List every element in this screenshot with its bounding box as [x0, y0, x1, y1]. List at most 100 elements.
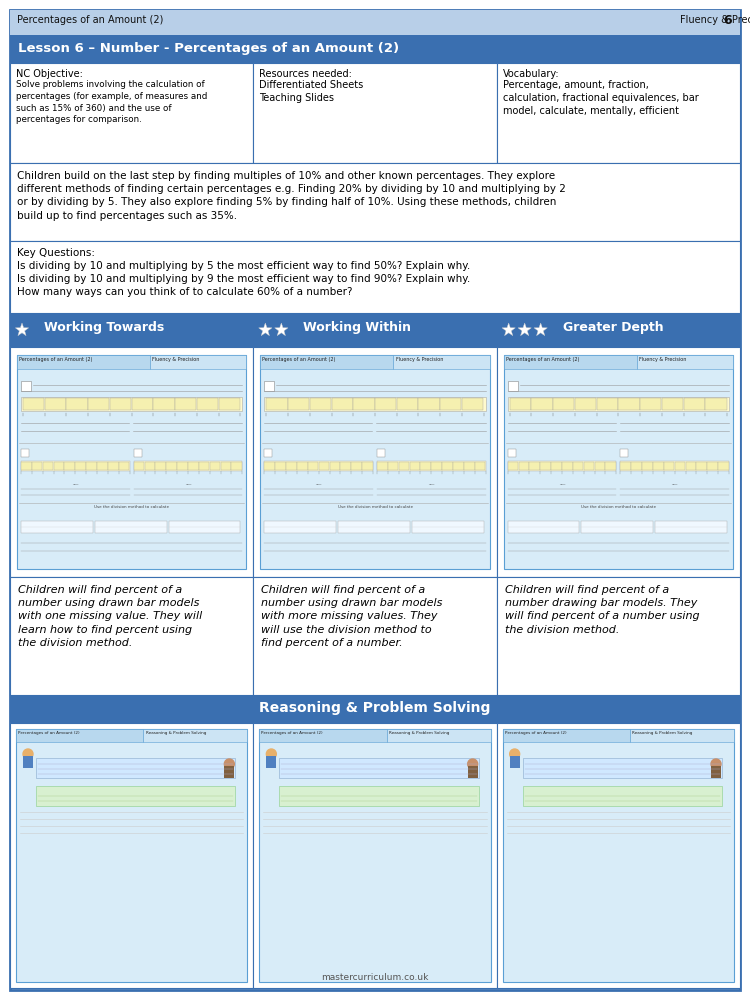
- Text: Percentages of an Amount (2): Percentages of an Amount (2): [505, 731, 566, 735]
- Bar: [510, 756, 520, 768]
- Bar: [656, 521, 727, 533]
- Text: Lesson 6 – Number - Percentages of an Amount (2): Lesson 6 – Number - Percentages of an Am…: [18, 42, 399, 55]
- Bar: [36, 786, 236, 806]
- Bar: [264, 449, 272, 457]
- Text: Reasoning & Problem Solving: Reasoning & Problem Solving: [260, 701, 490, 715]
- Bar: [17, 355, 150, 369]
- Bar: [169, 521, 240, 533]
- Text: Percentages of an Amount (2): Percentages of an Amount (2): [506, 357, 579, 362]
- Text: Reasoning & Problem Solving: Reasoning & Problem Solving: [146, 731, 206, 735]
- Bar: [508, 462, 518, 470]
- Bar: [97, 462, 108, 470]
- Bar: [260, 729, 386, 742]
- Bar: [10, 347, 254, 577]
- Circle shape: [23, 749, 33, 759]
- Bar: [718, 462, 729, 470]
- Bar: [504, 355, 733, 569]
- Bar: [464, 462, 475, 470]
- Bar: [508, 449, 516, 457]
- Text: Children build on the last step by finding multiples of 10% and other known perc: Children build on the last step by findi…: [17, 171, 566, 221]
- Bar: [637, 355, 733, 369]
- Bar: [21, 381, 31, 391]
- Bar: [21, 521, 93, 533]
- Bar: [264, 397, 486, 411]
- Bar: [10, 35, 740, 63]
- Circle shape: [224, 759, 234, 769]
- Bar: [620, 461, 729, 471]
- Bar: [23, 756, 33, 768]
- Text: ___: ___: [184, 481, 191, 485]
- Bar: [266, 398, 287, 410]
- Text: Use the division method to calculate: Use the division method to calculate: [94, 505, 170, 509]
- Bar: [64, 462, 75, 470]
- Bar: [16, 729, 143, 742]
- Bar: [94, 521, 166, 533]
- Polygon shape: [15, 323, 28, 336]
- Text: Working Towards: Working Towards: [44, 321, 164, 334]
- Text: Children will find percent of a
number using drawn bar models
with one missing v: Children will find percent of a number u…: [18, 585, 203, 648]
- Polygon shape: [518, 323, 531, 336]
- Bar: [711, 766, 721, 778]
- Bar: [10, 163, 740, 241]
- Bar: [573, 462, 584, 470]
- Bar: [45, 398, 66, 410]
- Bar: [496, 63, 740, 163]
- Bar: [134, 462, 144, 470]
- Bar: [462, 398, 483, 410]
- Bar: [595, 462, 605, 470]
- Bar: [510, 398, 531, 410]
- Bar: [468, 766, 478, 778]
- Bar: [21, 461, 130, 471]
- Bar: [410, 462, 420, 470]
- Text: Fluency & Precision: Fluency & Precision: [152, 357, 200, 362]
- Bar: [496, 577, 740, 695]
- Bar: [176, 398, 196, 410]
- Text: Is dividing by 10 and multiplying by 5 the most efficient way to find 50%? Expla: Is dividing by 10 and multiplying by 5 t…: [17, 261, 470, 297]
- Bar: [662, 398, 683, 410]
- Text: Reasoning & Problem Solving: Reasoning & Problem Solving: [389, 731, 449, 735]
- Bar: [399, 462, 410, 470]
- Text: Percentages of an Amount (2): Percentages of an Amount (2): [17, 15, 164, 25]
- Bar: [705, 398, 727, 410]
- Bar: [21, 462, 32, 470]
- Text: ___: ___: [316, 481, 322, 485]
- Bar: [36, 758, 236, 778]
- Bar: [675, 462, 686, 470]
- Bar: [503, 729, 630, 742]
- Bar: [264, 461, 373, 471]
- Bar: [134, 449, 142, 457]
- Bar: [199, 462, 209, 470]
- Bar: [362, 462, 373, 470]
- Text: Percentages of an Amount (2): Percentages of an Amount (2): [19, 357, 92, 362]
- Bar: [653, 462, 664, 470]
- Text: Fluency & Precision: Fluency & Precision: [680, 15, 750, 25]
- Text: ___: ___: [671, 481, 678, 485]
- Bar: [351, 462, 361, 470]
- Bar: [596, 398, 618, 410]
- Text: NC Objective:: NC Objective:: [16, 69, 82, 79]
- Bar: [421, 462, 431, 470]
- Bar: [605, 462, 616, 470]
- Bar: [264, 521, 336, 533]
- Bar: [275, 462, 286, 470]
- Bar: [518, 462, 529, 470]
- Bar: [286, 462, 297, 470]
- Bar: [67, 398, 88, 410]
- Bar: [440, 398, 461, 410]
- Text: Key Questions:: Key Questions:: [17, 248, 95, 258]
- Text: ___: ___: [428, 481, 434, 485]
- Text: mastercurriculum.co.uk: mastercurriculum.co.uk: [321, 973, 429, 982]
- Bar: [264, 462, 275, 470]
- Bar: [332, 398, 352, 410]
- Bar: [419, 398, 440, 410]
- Bar: [108, 462, 118, 470]
- Bar: [260, 355, 393, 369]
- Bar: [508, 397, 729, 411]
- Bar: [260, 729, 490, 982]
- Bar: [196, 398, 218, 410]
- Bar: [23, 398, 44, 410]
- Bar: [503, 729, 734, 982]
- Bar: [260, 355, 490, 569]
- Bar: [254, 347, 496, 577]
- Bar: [562, 462, 572, 470]
